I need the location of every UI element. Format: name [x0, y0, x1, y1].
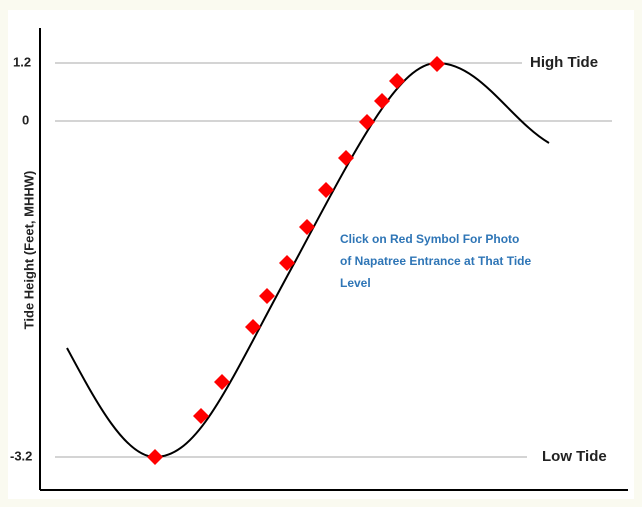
high-tide-label: High Tide: [530, 54, 598, 71]
tide-photo-marker[interactable]: [318, 182, 334, 198]
tide-curve: [66, 61, 550, 459]
instruction-line: Click on Red Symbol For Photo: [340, 232, 519, 246]
instruction-line: of Napatree Entrance at That Tide: [340, 254, 531, 268]
tide-photo-marker[interactable]: [147, 449, 163, 465]
tide-photo-marker[interactable]: [374, 93, 390, 109]
instruction-line: Level: [340, 276, 371, 290]
y-tick-label: 1.2: [13, 54, 31, 69]
y-tick-label: -3.2: [10, 448, 32, 463]
y-axis-label: Tide Height (Feet, MHHW): [21, 171, 36, 330]
tide-photo-marker[interactable]: [245, 319, 261, 335]
tide-photo-marker[interactable]: [214, 374, 230, 390]
tide-photo-marker[interactable]: [338, 150, 354, 166]
tide-photo-marker[interactable]: [279, 255, 295, 271]
tide-photo-marker[interactable]: [299, 219, 315, 235]
y-tick-label: 0: [22, 112, 29, 127]
panel: [8, 10, 634, 499]
low-tide-label: Low Tide: [542, 448, 607, 465]
tide-photo-marker[interactable]: [259, 288, 275, 304]
tide-photo-marker[interactable]: [359, 114, 375, 130]
tide-photo-marker[interactable]: [389, 73, 405, 89]
tide-photo-marker[interactable]: [193, 408, 209, 424]
markers: [147, 56, 445, 465]
tide-photo-marker[interactable]: [429, 56, 445, 72]
